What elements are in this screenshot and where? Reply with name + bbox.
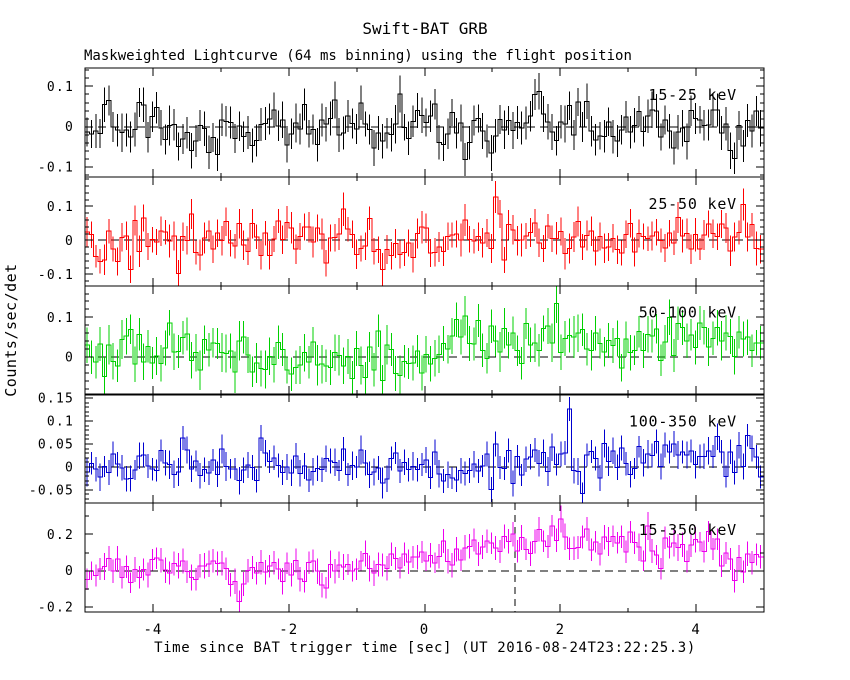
y-tick-label: 0	[65, 564, 74, 579]
step-line-100-350 keV	[85, 408, 764, 495]
step-line-25-50 keV	[85, 196, 764, 274]
panel-15-25 keV: 0.1 0 -0.1 15-25 keV	[38, 67, 765, 178]
band-label-15-25 keV: 15-25 keV	[649, 86, 737, 104]
y-ticks-15-25 keV	[85, 69, 764, 176]
y-ticks-100-350 keV	[85, 397, 764, 500]
panel-15-350 keV: 0.2 0 -0.2 15-350 keV	[38, 502, 765, 616]
x-axis-label: Time since BAT trigger time [sec] (UT 20…	[154, 640, 696, 656]
y-tick-label: 0	[65, 351, 74, 366]
y-tick-label: 0.1	[47, 80, 74, 95]
y-tick-label: 0	[65, 120, 74, 135]
y-tick-label: 0.05	[38, 437, 74, 452]
y-tick-label: -0.05	[29, 483, 74, 498]
x-ticks	[152, 68, 697, 612]
panel-100-350 keV: 0.15 0.1 0.05 0 -0.05 100-350 keV	[29, 392, 765, 504]
band-label-15-350 keV: 15-350 keV	[639, 521, 737, 539]
band-label-25-50 keV: 25-50 keV	[649, 195, 737, 213]
x-tick-label: -2	[279, 622, 298, 638]
x-tick-label: 0	[420, 622, 429, 638]
chart-subtitle: Maskweighted Lightcurve (64 ms binning) …	[84, 48, 632, 64]
y-ticks-15-350 keV	[85, 515, 764, 608]
y-tick-label: 0.1	[47, 311, 74, 326]
y-tick-label: 0	[65, 460, 74, 475]
y-ticks-50-100 keV	[85, 293, 764, 390]
x-tick-label: 4	[691, 622, 700, 638]
x-tick-label: -4	[143, 622, 162, 638]
step-line-15-350 keV	[85, 518, 764, 602]
y-tick-label: -0.1	[38, 268, 74, 283]
y-tick-label: 0.2	[47, 528, 74, 543]
y-tick-label: 0.1	[47, 415, 74, 430]
x-tick-label: 2	[556, 622, 565, 638]
y-tick-label: 0.15	[38, 392, 74, 407]
y-ticks-25-50 keV	[85, 178, 764, 282]
y-tick-label: 0	[65, 234, 74, 249]
y-tick-label: -0.2	[38, 601, 74, 616]
y-tick-label: -0.1	[38, 160, 74, 175]
y-tick-label: 0.1	[47, 200, 74, 215]
y-axis-label: Counts/sec/det	[2, 263, 20, 396]
band-label-50-100 keV: 50-100 keV	[639, 304, 737, 322]
chart-title: Swift-BAT GRB	[362, 19, 487, 38]
step-line-50-100 keV	[85, 303, 764, 381]
band-label-100-350 keV: 100-350 keV	[629, 412, 737, 430]
panel-25-50 keV: 0.1 0 -0.1 25-50 keV	[38, 176, 765, 287]
panels-group: 0.1 0 -0.1 15-25 keV 0.1 0 -0.1 25-50 keV 0.1 0 50…	[29, 67, 765, 638]
step-line-15-25 keV	[85, 90, 764, 160]
